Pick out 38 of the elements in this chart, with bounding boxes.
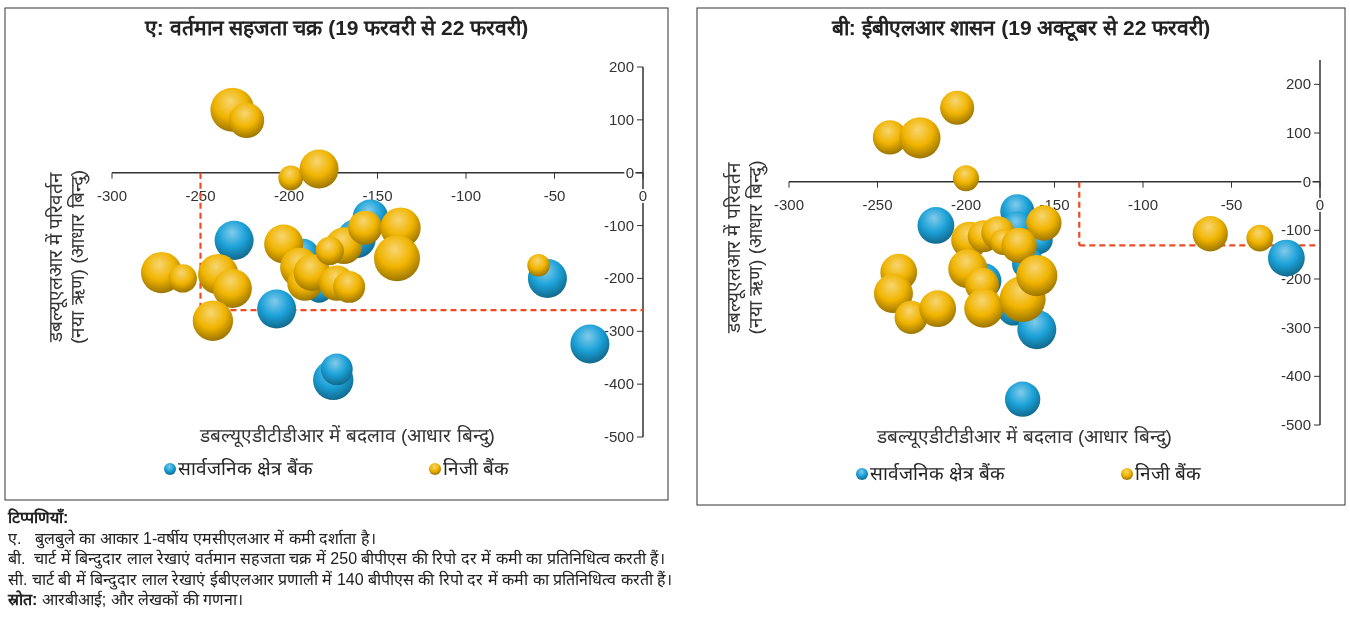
y-tick-label: -300 xyxy=(603,322,634,340)
x-axis-title: डबल्यूएडीटीडीआर में बदलाव (आधार बिन्दु) xyxy=(199,424,495,448)
chart-title: ए: वर्तमान सहजता चक्र (19 फरवरी से 22 फरवरी) xyxy=(143,15,529,39)
x-tick-label: -250 xyxy=(862,195,893,213)
x-tick-label: -300 xyxy=(96,186,128,204)
legend-label: सार्वजनिक क्षेत्र बैंक xyxy=(178,457,313,479)
chart-title: बी: ईबीएलआर शासन (19 अक्टूबर से 22 फरवरी) xyxy=(830,15,1211,42)
legend-label: सार्वजनिक क्षेत्र बैंक xyxy=(870,462,1005,484)
text: टिप्पणियाँ: xyxy=(7,508,69,526)
y-tick-label: -500 xyxy=(603,428,634,445)
x-tick-label: -200 xyxy=(273,186,305,204)
x-tick-label: -200 xyxy=(950,195,982,213)
y-tick-label: 200 xyxy=(1285,75,1311,93)
text: बी. चार्ट में बिन्दुदार लाल रेखाएं वर्तमान सहजता चक्र में 250 बीपीएस की रिपो दर में कमी का प्रतिनिधित्व करती हैं। xyxy=(8,549,666,569)
y-tick-label: -400 xyxy=(603,375,634,393)
x-tick-label: -50 xyxy=(543,186,566,204)
x-tick-label: -100 xyxy=(450,186,482,204)
y-tick-label: 100 xyxy=(608,110,634,128)
y-tick-label: -200 xyxy=(603,269,634,287)
text: ए. बुलबुले का आकार 1-वर्षीय एमसीएलआर में कमी दर्शाता है। xyxy=(8,528,376,549)
legend-label: निजी बैंक xyxy=(443,457,510,479)
x-tick-label: -100 xyxy=(1127,195,1159,213)
y-tick-label: 200 xyxy=(608,58,634,75)
y-axis-title: डबल्यूएलआर में परिवर्तन (नया ऋण) (आधार बिन्दु) xyxy=(44,169,90,345)
y-tick-label: -100 xyxy=(1280,221,1311,239)
x-tick-label: -250 xyxy=(185,186,216,204)
y-tick-label: -500 xyxy=(1280,416,1311,433)
y-tick-label: -100 xyxy=(603,216,634,234)
y-tick-label: -400 xyxy=(1280,367,1311,385)
text: सी. चार्ट बी में बिन्दुदार लाल रेखाएं ईबीएलआर प्रणाली में 140 बीपीएस की रिपो दर में कमी का प्रतिनिधित्व करती हैं। xyxy=(8,569,673,590)
text: स्रोत: आरबीआई; और लेखकों की गणना। xyxy=(7,590,243,608)
y-axis-title: डबल्यूएलआर में परिवर्तन (नया ऋण) (आधार बिन्दु) xyxy=(722,160,768,335)
legend-label: निजी बैंक xyxy=(1135,462,1202,484)
x-axis-title: डबल्यूएडीटीडीआर में बदलाव (आधार बिन्दु) xyxy=(876,425,1172,449)
y-tick-label: -300 xyxy=(1280,318,1311,336)
x-tick-label: -50 xyxy=(1220,195,1243,213)
y-tick-label: 100 xyxy=(1285,124,1311,141)
x-tick-label: -300 xyxy=(773,195,805,213)
